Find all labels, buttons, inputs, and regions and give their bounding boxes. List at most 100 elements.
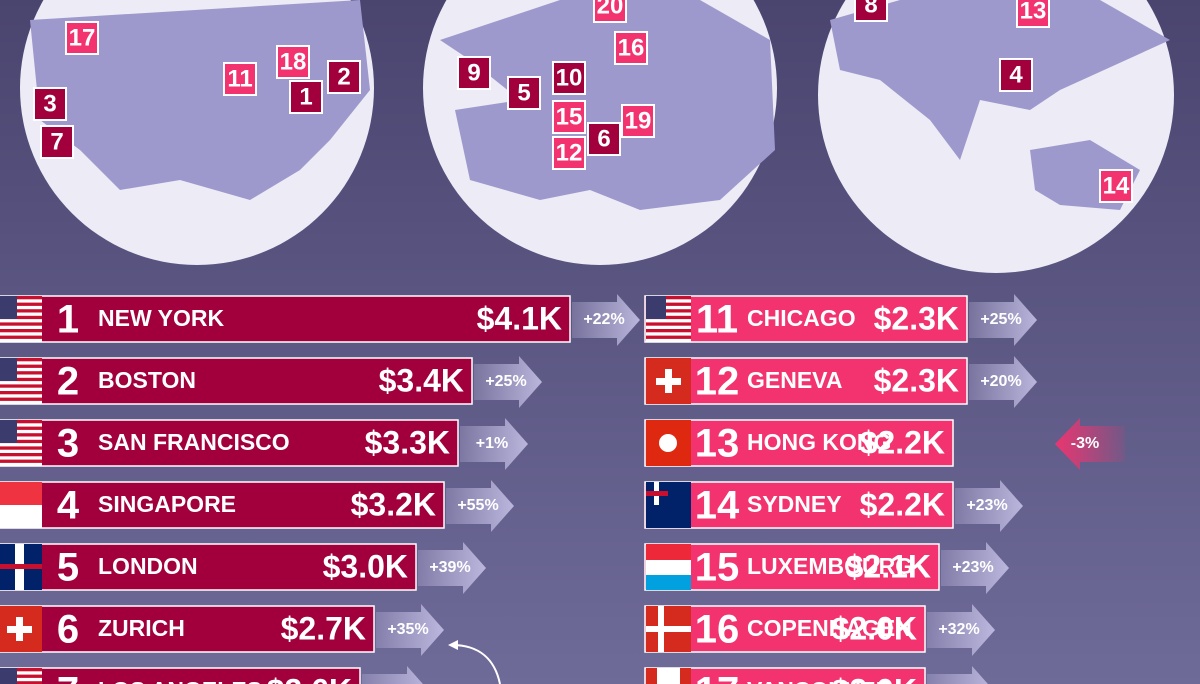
bar	[644, 605, 926, 653]
change-label: +25%	[485, 373, 526, 390]
flag-part	[0, 296, 17, 319]
bars: 1 NEW YORK $4.1K +22% 2 BOSTON $3.4K +25% 3 SAN F…	[0, 294, 1125, 684]
flag-part	[656, 378, 681, 385]
marker-label: 14	[1103, 172, 1130, 199]
change-arrow	[418, 542, 486, 594]
bar	[644, 481, 954, 529]
value-label: $3.0K	[323, 548, 408, 584]
marker	[65, 21, 99, 55]
change-arrow	[955, 480, 1023, 532]
flag-part	[0, 322, 42, 326]
value-label: $2.3K	[874, 300, 959, 336]
marker-label: 9	[467, 59, 480, 86]
flag-part	[0, 364, 42, 368]
bar	[644, 295, 968, 343]
value-label: $4.1K	[477, 300, 562, 336]
marker	[276, 45, 310, 79]
value-label: $2.1K	[846, 548, 931, 584]
marker-label: 13	[1020, 0, 1047, 24]
value-label: $3.2K	[351, 486, 436, 522]
change-label: +55%	[457, 497, 498, 514]
flag-part	[0, 358, 42, 362]
change-arrow	[969, 294, 1037, 346]
change-label: -3%	[1071, 435, 1099, 452]
flag-part	[0, 391, 42, 395]
change-arrow	[927, 604, 995, 656]
rank: 4	[57, 484, 80, 528]
rank: 12	[695, 360, 740, 404]
marker	[40, 125, 74, 159]
flag-part	[0, 668, 17, 684]
bar	[0, 357, 473, 405]
marker	[1016, 0, 1050, 28]
rank: 15	[695, 546, 740, 590]
marker-label: 2	[337, 63, 350, 90]
city-name: ZURICH	[98, 615, 185, 641]
marker	[621, 104, 655, 138]
marker	[614, 31, 648, 65]
flag-part	[646, 309, 691, 313]
flag-part	[646, 668, 691, 684]
flag-part	[646, 560, 691, 575]
flag-part	[646, 335, 691, 339]
marker-label: 4	[1009, 61, 1023, 88]
flag-part	[0, 439, 42, 444]
flag-part	[0, 668, 42, 672]
marker	[999, 58, 1033, 92]
flag-part	[0, 296, 42, 300]
change-label: +20%	[980, 373, 1021, 390]
city-name: LONDON	[98, 553, 198, 579]
marker-label: 19	[625, 107, 652, 134]
flag-part	[0, 433, 42, 437]
rank: 1	[57, 298, 79, 342]
marker-label: 6	[597, 125, 610, 152]
flag-part	[646, 544, 691, 560]
flag-part	[0, 329, 42, 333]
flag-part	[646, 668, 657, 684]
marker-label: 3	[43, 90, 56, 117]
marker	[223, 62, 257, 96]
marker	[289, 80, 323, 114]
flag-part	[0, 335, 42, 339]
flag-part	[0, 446, 42, 450]
city-name: LOS ANGELES	[98, 677, 262, 684]
change-arrow	[460, 418, 528, 470]
change-label: +23%	[966, 497, 1007, 514]
flag-part	[646, 491, 668, 496]
flag-part	[0, 482, 42, 505]
rank: 17	[695, 670, 740, 684]
change-arrow	[376, 604, 444, 656]
city-name: COPENHAGEN	[747, 615, 912, 641]
flag-part	[0, 505, 42, 528]
marker-label: 1	[299, 83, 312, 110]
bar	[0, 295, 571, 343]
city-name: VANCOUVER	[747, 677, 893, 684]
bar	[0, 481, 445, 529]
flag-part	[646, 296, 666, 319]
land	[830, 0, 1170, 210]
flag-part	[0, 377, 42, 382]
value-label: $2.2K	[860, 486, 945, 522]
marker-label: 10	[556, 64, 583, 91]
change-label: +1%	[476, 435, 508, 452]
marker-label: 16	[618, 34, 645, 61]
change-arrow	[1055, 418, 1125, 470]
flag-part	[0, 384, 42, 388]
flag-part	[0, 681, 42, 684]
flag-part	[646, 322, 691, 326]
annotation-arrow-head	[448, 640, 458, 650]
marker	[854, 0, 888, 22]
rank: 6	[57, 608, 79, 652]
marker-label: 18	[280, 48, 307, 75]
marker	[593, 0, 627, 23]
flag-part	[0, 453, 42, 457]
change-arrow	[474, 356, 542, 408]
marker	[552, 61, 586, 95]
rank: 3	[57, 422, 79, 466]
marker	[33, 87, 67, 121]
flag-part	[0, 564, 42, 569]
value-label: $3.3K	[365, 424, 450, 460]
change-arrow	[941, 542, 1009, 594]
marker	[1099, 169, 1133, 203]
marker-label: 8	[864, 0, 877, 18]
